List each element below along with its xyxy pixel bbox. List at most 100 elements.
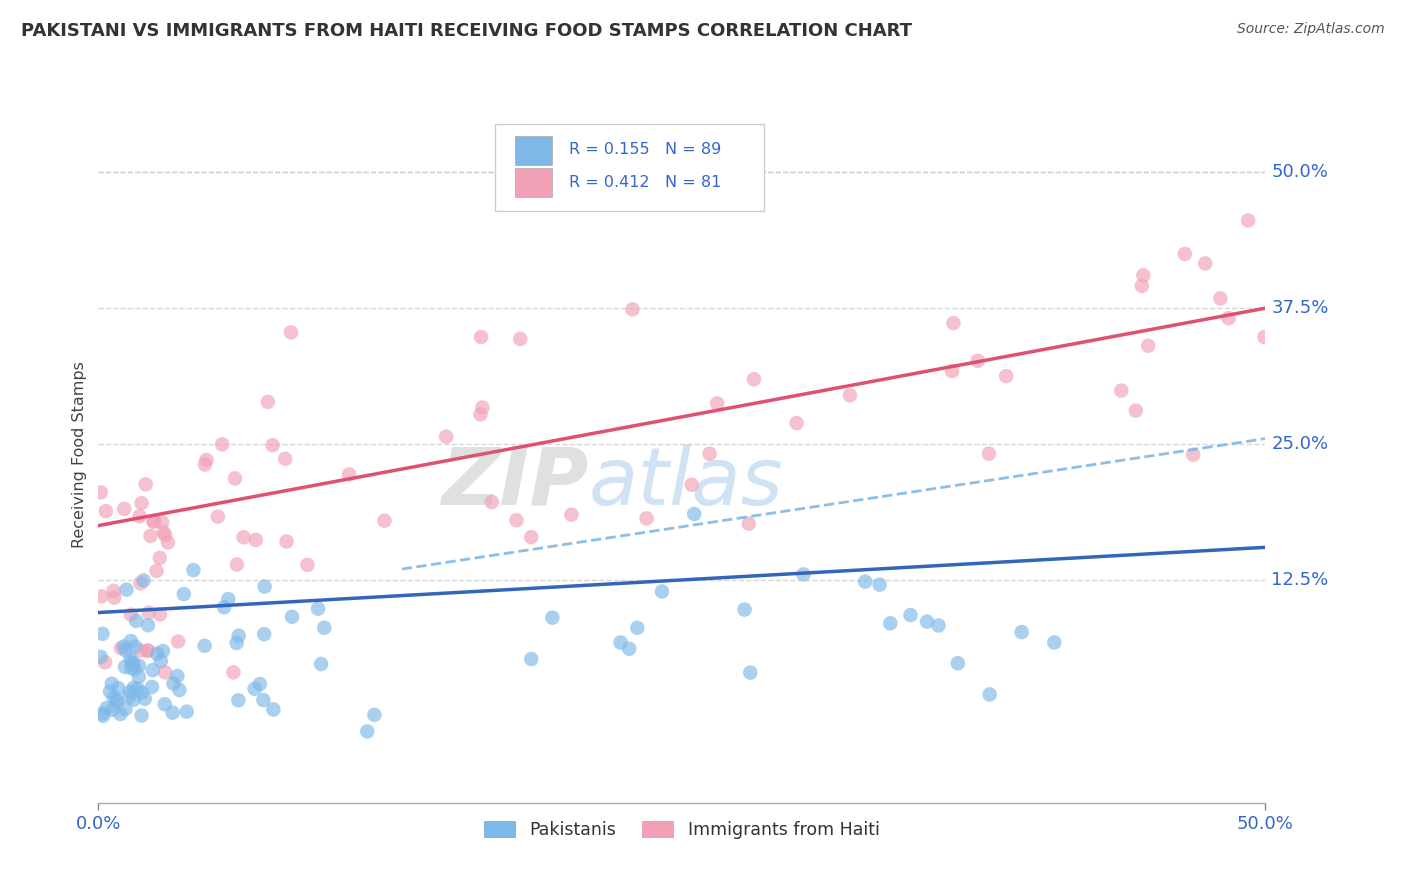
Point bbox=[509, 332, 531, 346]
Point bbox=[470, 330, 492, 344]
Point bbox=[103, 591, 125, 605]
Point bbox=[194, 458, 217, 472]
Point bbox=[356, 724, 378, 739]
Point bbox=[131, 685, 153, 699]
Point bbox=[134, 691, 156, 706]
Point bbox=[253, 580, 276, 594]
Point bbox=[145, 564, 167, 578]
Text: ZIP: ZIP bbox=[441, 443, 589, 522]
Point bbox=[738, 516, 761, 531]
FancyBboxPatch shape bbox=[515, 169, 553, 197]
Point bbox=[1125, 403, 1147, 417]
Point bbox=[1130, 279, 1153, 293]
Point bbox=[1011, 625, 1033, 640]
Point bbox=[617, 641, 640, 656]
Point bbox=[786, 416, 808, 430]
Point bbox=[94, 655, 117, 669]
Point bbox=[120, 607, 142, 622]
Point bbox=[1253, 330, 1275, 344]
Point bbox=[706, 396, 728, 410]
Point bbox=[138, 606, 160, 620]
Point bbox=[1194, 256, 1216, 270]
Legend: Pakistanis, Immigrants from Haiti: Pakistanis, Immigrants from Haiti bbox=[478, 814, 886, 847]
Point bbox=[253, 627, 276, 641]
Point bbox=[153, 697, 176, 711]
Point bbox=[122, 657, 145, 671]
Point bbox=[129, 643, 152, 657]
Point bbox=[879, 616, 901, 631]
Point bbox=[139, 529, 162, 543]
Point bbox=[541, 610, 564, 624]
Point bbox=[941, 364, 963, 378]
Point bbox=[128, 659, 150, 673]
Point bbox=[232, 530, 254, 544]
Point bbox=[249, 677, 271, 691]
Point bbox=[136, 643, 159, 657]
Point bbox=[124, 662, 146, 676]
Point bbox=[212, 600, 235, 615]
Point bbox=[280, 326, 302, 340]
Point bbox=[742, 372, 765, 386]
Point bbox=[150, 516, 173, 530]
Text: Source: ZipAtlas.com: Source: ZipAtlas.com bbox=[1237, 22, 1385, 37]
Point bbox=[162, 706, 184, 720]
Point bbox=[314, 621, 336, 635]
Y-axis label: Receiving Food Stamps: Receiving Food Stamps bbox=[72, 361, 87, 549]
FancyBboxPatch shape bbox=[515, 136, 553, 165]
Point bbox=[90, 590, 112, 604]
Text: R = 0.412   N = 81: R = 0.412 N = 81 bbox=[568, 175, 721, 190]
Point bbox=[112, 640, 135, 654]
Point bbox=[155, 665, 177, 680]
Point bbox=[162, 676, 184, 690]
Point bbox=[276, 534, 298, 549]
Text: atlas: atlas bbox=[589, 443, 783, 522]
Point bbox=[1218, 311, 1240, 326]
Point bbox=[121, 655, 143, 669]
Point bbox=[363, 707, 385, 722]
Point bbox=[135, 477, 157, 491]
Point bbox=[142, 515, 165, 529]
Point bbox=[1111, 384, 1133, 398]
Point bbox=[173, 587, 195, 601]
Point bbox=[228, 693, 250, 707]
Point bbox=[169, 683, 191, 698]
Point bbox=[337, 467, 360, 482]
Point bbox=[915, 615, 938, 629]
Point bbox=[626, 621, 648, 635]
Point bbox=[122, 681, 145, 695]
Point bbox=[120, 661, 142, 675]
Point bbox=[307, 601, 329, 615]
Point bbox=[434, 429, 457, 443]
Point bbox=[281, 609, 304, 624]
Text: 37.5%: 37.5% bbox=[1271, 299, 1329, 318]
Point bbox=[900, 608, 922, 623]
Point bbox=[1182, 448, 1205, 462]
Point bbox=[839, 388, 862, 402]
Point bbox=[946, 657, 969, 671]
Point bbox=[224, 471, 246, 485]
Point bbox=[211, 437, 233, 451]
Point bbox=[651, 584, 673, 599]
Point bbox=[470, 408, 492, 422]
Point bbox=[1209, 292, 1232, 306]
Point bbox=[853, 574, 876, 589]
Point bbox=[91, 627, 114, 641]
Point bbox=[152, 644, 174, 658]
Point bbox=[217, 592, 239, 607]
Point bbox=[125, 614, 148, 628]
Text: 12.5%: 12.5% bbox=[1271, 571, 1329, 589]
Point bbox=[167, 634, 190, 648]
Point bbox=[792, 567, 814, 582]
Point bbox=[103, 690, 125, 705]
Point bbox=[114, 702, 136, 716]
Point bbox=[621, 302, 644, 317]
Point bbox=[146, 647, 169, 661]
Point bbox=[274, 451, 297, 466]
Point bbox=[681, 477, 703, 491]
Point bbox=[225, 558, 247, 572]
Point bbox=[132, 574, 155, 588]
Point bbox=[114, 643, 136, 657]
Point bbox=[471, 401, 494, 415]
Point bbox=[927, 618, 949, 632]
Point bbox=[91, 706, 114, 721]
